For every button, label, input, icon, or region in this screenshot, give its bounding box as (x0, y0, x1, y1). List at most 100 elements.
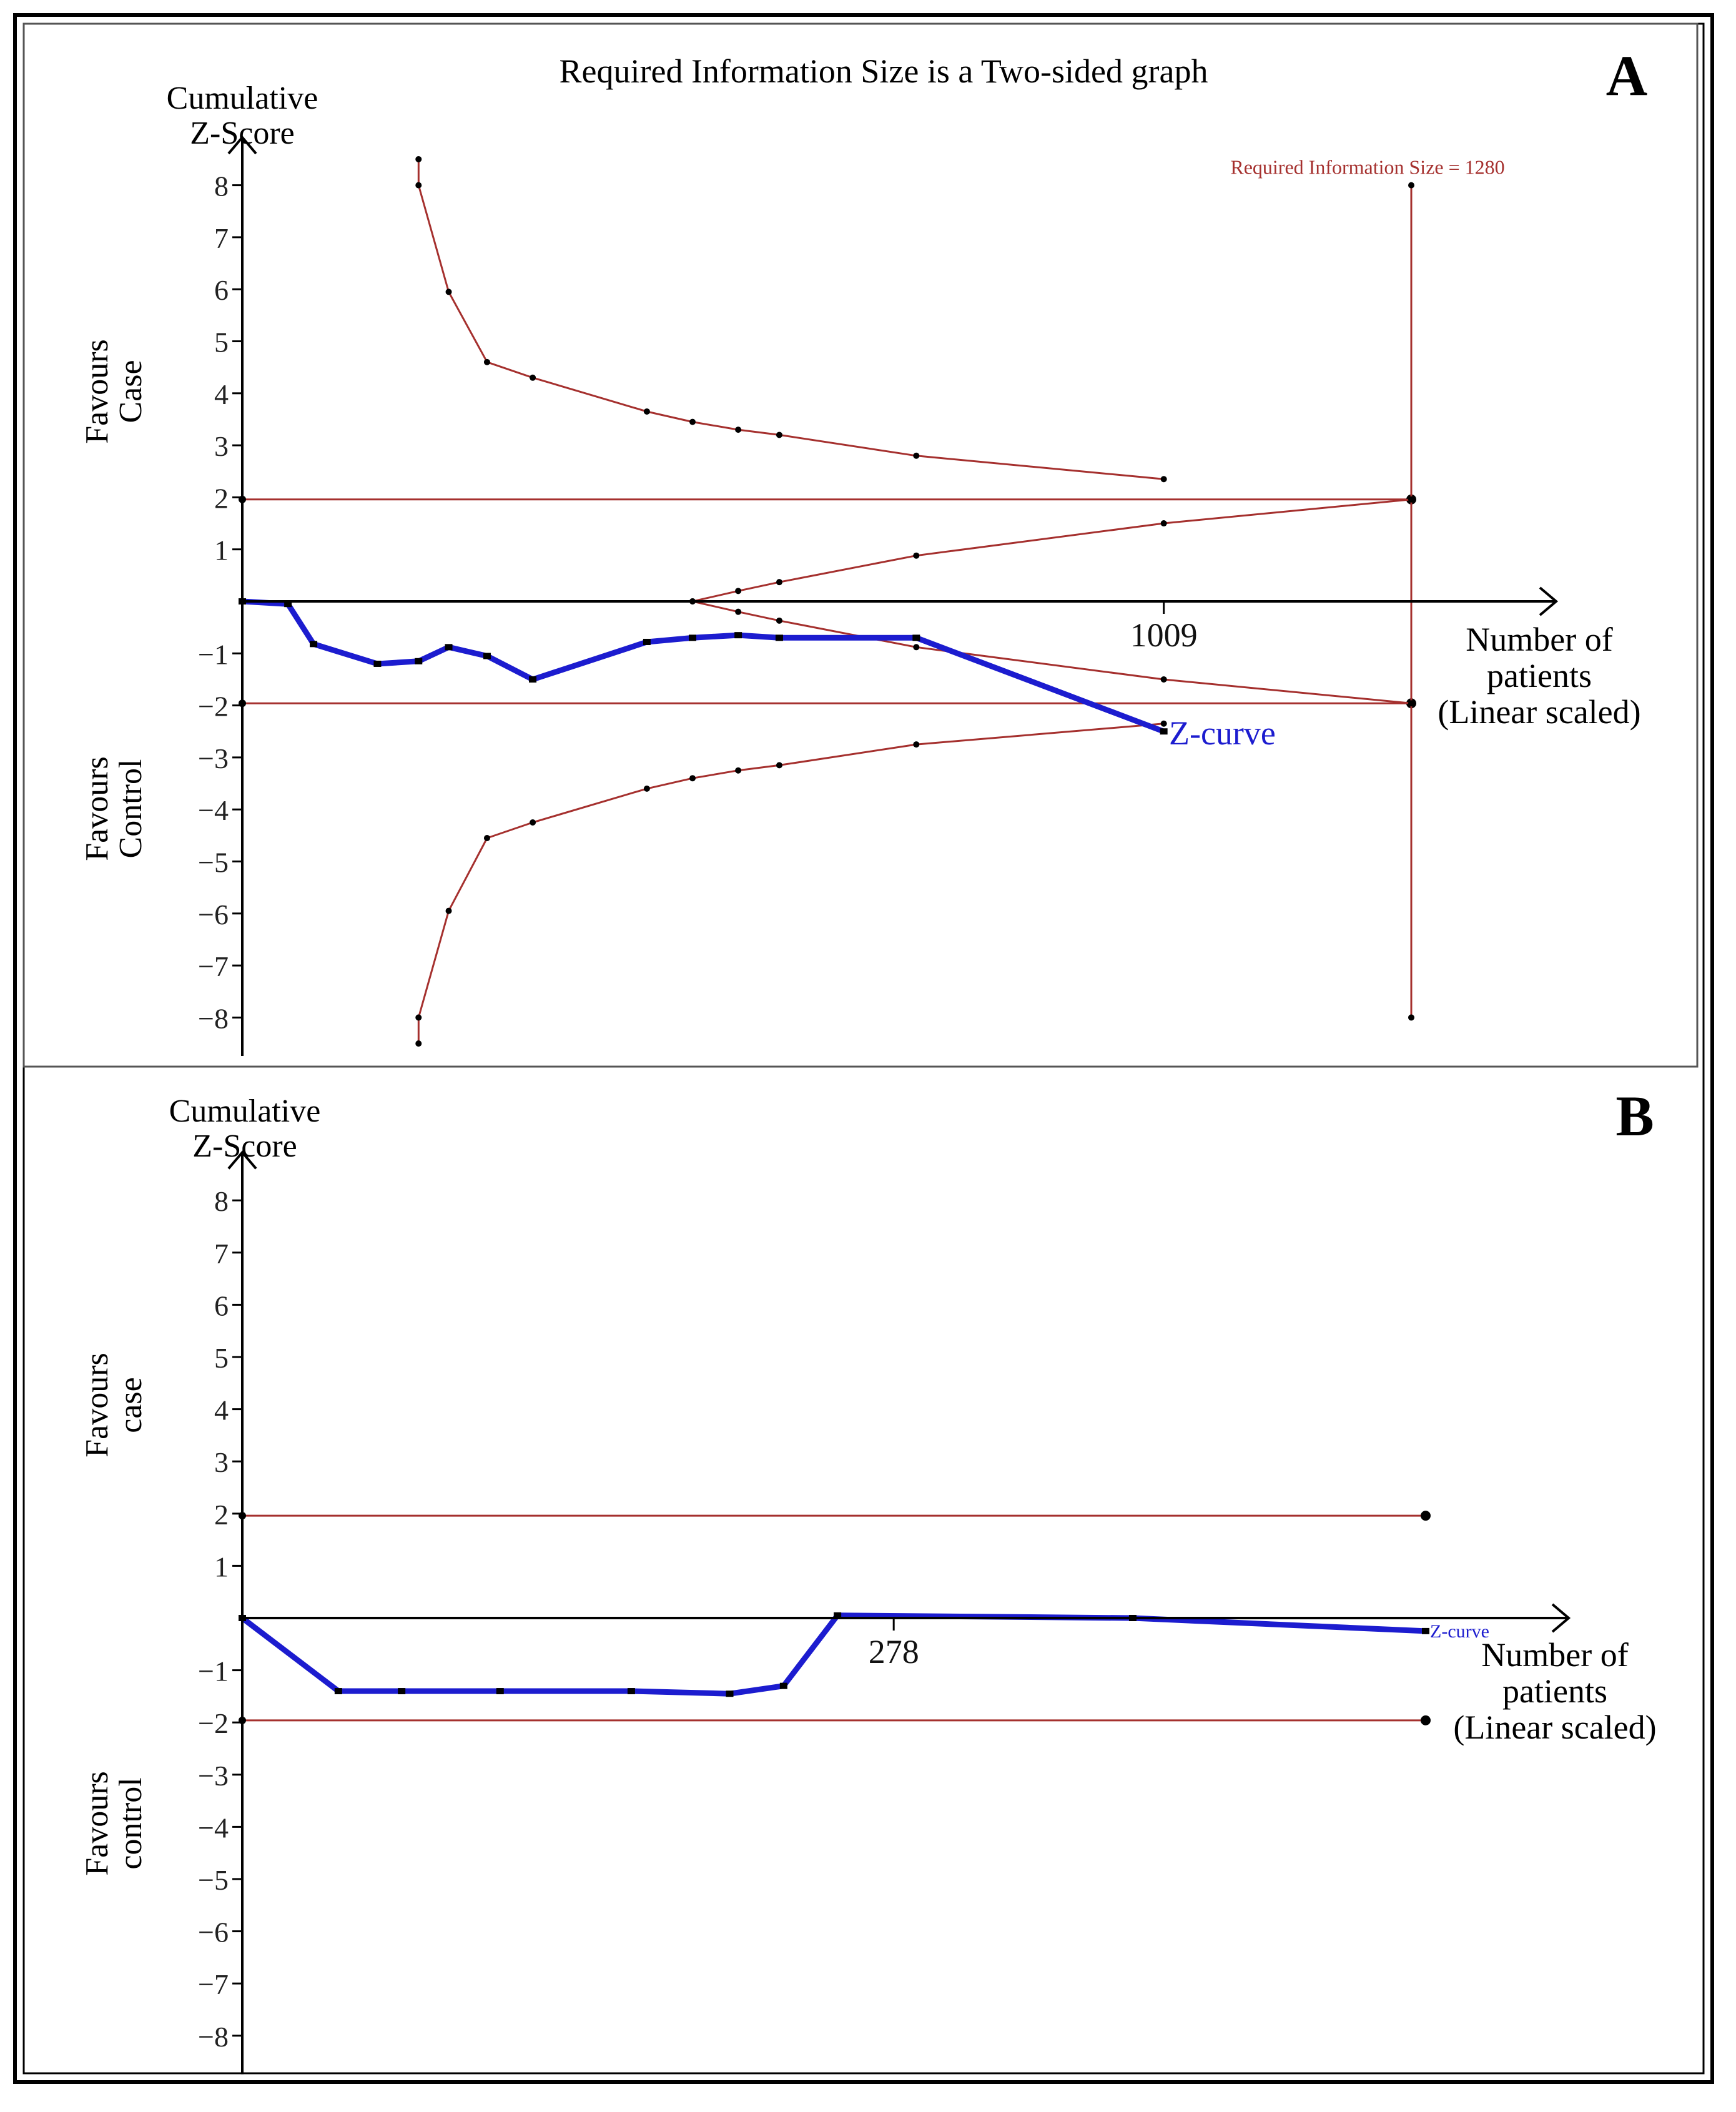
y-tick-label: −1 (198, 638, 229, 670)
panel-a-chart: Required Information Size is a Two-sided… (79, 44, 1647, 1057)
series-z-curve-point (912, 634, 920, 641)
series-upper-monitoring-boundary-point (735, 427, 742, 433)
y-tick-label: 1 (214, 535, 229, 566)
axes (227, 1150, 1571, 2075)
y-tick-label: −2 (198, 691, 229, 723)
series-upper-monitoring-boundary-point (643, 408, 650, 415)
series-z-curve-point (734, 632, 742, 639)
y-tick-label: −5 (198, 847, 229, 879)
axes (227, 135, 1559, 1057)
series-z-curve-point (284, 601, 292, 608)
y-tick-label: −4 (198, 794, 229, 826)
y-tick-label: −3 (198, 743, 229, 774)
series-z-curve-point (310, 641, 318, 648)
series-z-curve-point (627, 1688, 635, 1695)
y-tick-label: −3 (198, 1760, 229, 1792)
y-tick-label: 3 (214, 1446, 229, 1478)
series-z-curve-point (398, 1688, 406, 1695)
series-z-curve-point (726, 1690, 734, 1697)
series-lower-monitoring-boundary-point (415, 1014, 422, 1021)
region-upper-line2: case (113, 1377, 149, 1433)
y-tick-label: 3 (214, 430, 229, 462)
series-lower-monitoring-boundary-point (445, 907, 452, 914)
y-tick-label: 7 (214, 222, 229, 254)
panel-label: B (1615, 1084, 1654, 1148)
y-tick-label: 1 (214, 1551, 229, 1582)
x-axis-title-line1: Number of (1481, 1636, 1628, 1674)
series-lower-monitoring-boundary-point (530, 819, 536, 826)
y-tick-label: −1 (198, 1656, 229, 1687)
outer-frame (13, 13, 1714, 2084)
panel-a-frame (22, 22, 1699, 1068)
x-axis-title-line2: patients (1502, 1672, 1607, 1710)
series-z-curve-point (643, 638, 651, 645)
series-group (239, 155, 1414, 1047)
y-tick-label: 6 (214, 274, 229, 306)
region-label-upper: Favours Case (79, 339, 149, 444)
region-label-upper: Favours case (79, 1353, 149, 1458)
y-axis-title-line1: Cumulative (169, 1093, 321, 1129)
y-tick-label: 5 (214, 327, 229, 358)
y-tick-label: 8 (214, 170, 229, 202)
series-lower-futility-boundary-point (735, 608, 742, 615)
y-axis-title-line1: Cumulative (167, 81, 318, 116)
series-lower-futility-boundary-point (1408, 700, 1414, 707)
series-upper-futility-boundary-point (1160, 520, 1167, 527)
series-z-curve-point (445, 644, 453, 651)
y-ticks: 8 7 6 5 4 3 2 1 −1 −2 −3 −4 −5 −6 −7 −8 (198, 170, 242, 1034)
y-tick-label: −8 (198, 2021, 229, 2053)
series-z-curve-point (775, 634, 783, 641)
series-upper-futility-boundary-point (913, 552, 920, 559)
zcurve-label: Z-curve (1169, 714, 1276, 752)
series-lower-monitoring-boundary-point (776, 762, 782, 769)
region-lower-line1: Favours (79, 756, 115, 861)
required-information-size: Required Information Size = 1280 (1230, 156, 1505, 1021)
y-tick-label: 4 (214, 378, 229, 410)
series-z-curve-point (496, 1688, 504, 1695)
inner-frame (22, 22, 1705, 2075)
series-upper-monitoring-boundary-point (415, 155, 422, 162)
y-tick-label: −6 (198, 899, 229, 930)
series-upper-monitoring-boundary-point (1160, 476, 1167, 483)
x-axis-title-line2: patients (1487, 657, 1592, 694)
series-z-curve-line (240, 1612, 1426, 1697)
y-tick-label: −7 (198, 950, 229, 982)
y-tick-label: 5 (214, 1342, 229, 1374)
y-tick-label: −7 (198, 1968, 229, 2000)
series-upper-monitoring-boundary-point (445, 289, 452, 295)
y-tick-label: 2 (214, 1499, 229, 1531)
series-z-curve-point (779, 1682, 787, 1689)
series-upper-monitoring-boundary-line (417, 159, 1164, 480)
series-upper-futility-boundary-point (1408, 496, 1414, 503)
y-tick-label: 8 (214, 1185, 229, 1217)
y-axis-title-line2: Z-Score (192, 1128, 297, 1164)
conventional-boundaries (239, 1511, 1431, 1725)
y-tick-label: −4 (198, 1812, 229, 1843)
x-axis-title-line3: (Linear scaled) (1453, 1709, 1656, 1746)
series-lower-futility-boundary-line (692, 600, 1412, 704)
x-ticks: 1009 (1130, 601, 1198, 654)
y-tick-label: −2 (198, 1707, 229, 1739)
zcurve-label: Z-curve (1430, 1621, 1489, 1642)
panel-label: A (1606, 44, 1647, 107)
panel-b-chart: B Cumulative Z-Score Favours case Favour… (79, 1084, 1657, 2075)
y-tick-label: 2 (214, 482, 229, 514)
series-lower-monitoring-boundary-point (483, 835, 490, 842)
series-upper-futility-boundary-point (776, 579, 782, 586)
series-lower-monitoring-boundary-line (417, 723, 1164, 1044)
x-tick-label: 278 (869, 1633, 919, 1670)
y-tick-label: −5 (198, 1864, 229, 1896)
y-ticks: 8 7 6 5 4 3 2 1 −1 −2 −3 −4 −5 −6 −7 −8 (198, 1185, 242, 2053)
region-upper-line1: Favours (79, 1353, 115, 1458)
series-lower-monitoring-boundary-point (689, 775, 696, 782)
series-z-curve-point (1160, 728, 1168, 735)
ris-label: Required Information Size = 1280 (1230, 156, 1504, 179)
region-lower-line1: Favours (79, 1771, 115, 1876)
y-tick-label: −6 (198, 1917, 229, 1948)
ris-top-point (1408, 182, 1414, 189)
series-lower-futility-boundary-point (776, 617, 782, 624)
series-lower-monitoring-boundary-point (735, 767, 742, 774)
series-z-curve-point (415, 658, 423, 664)
series-upper-monitoring-boundary-point (689, 418, 696, 425)
